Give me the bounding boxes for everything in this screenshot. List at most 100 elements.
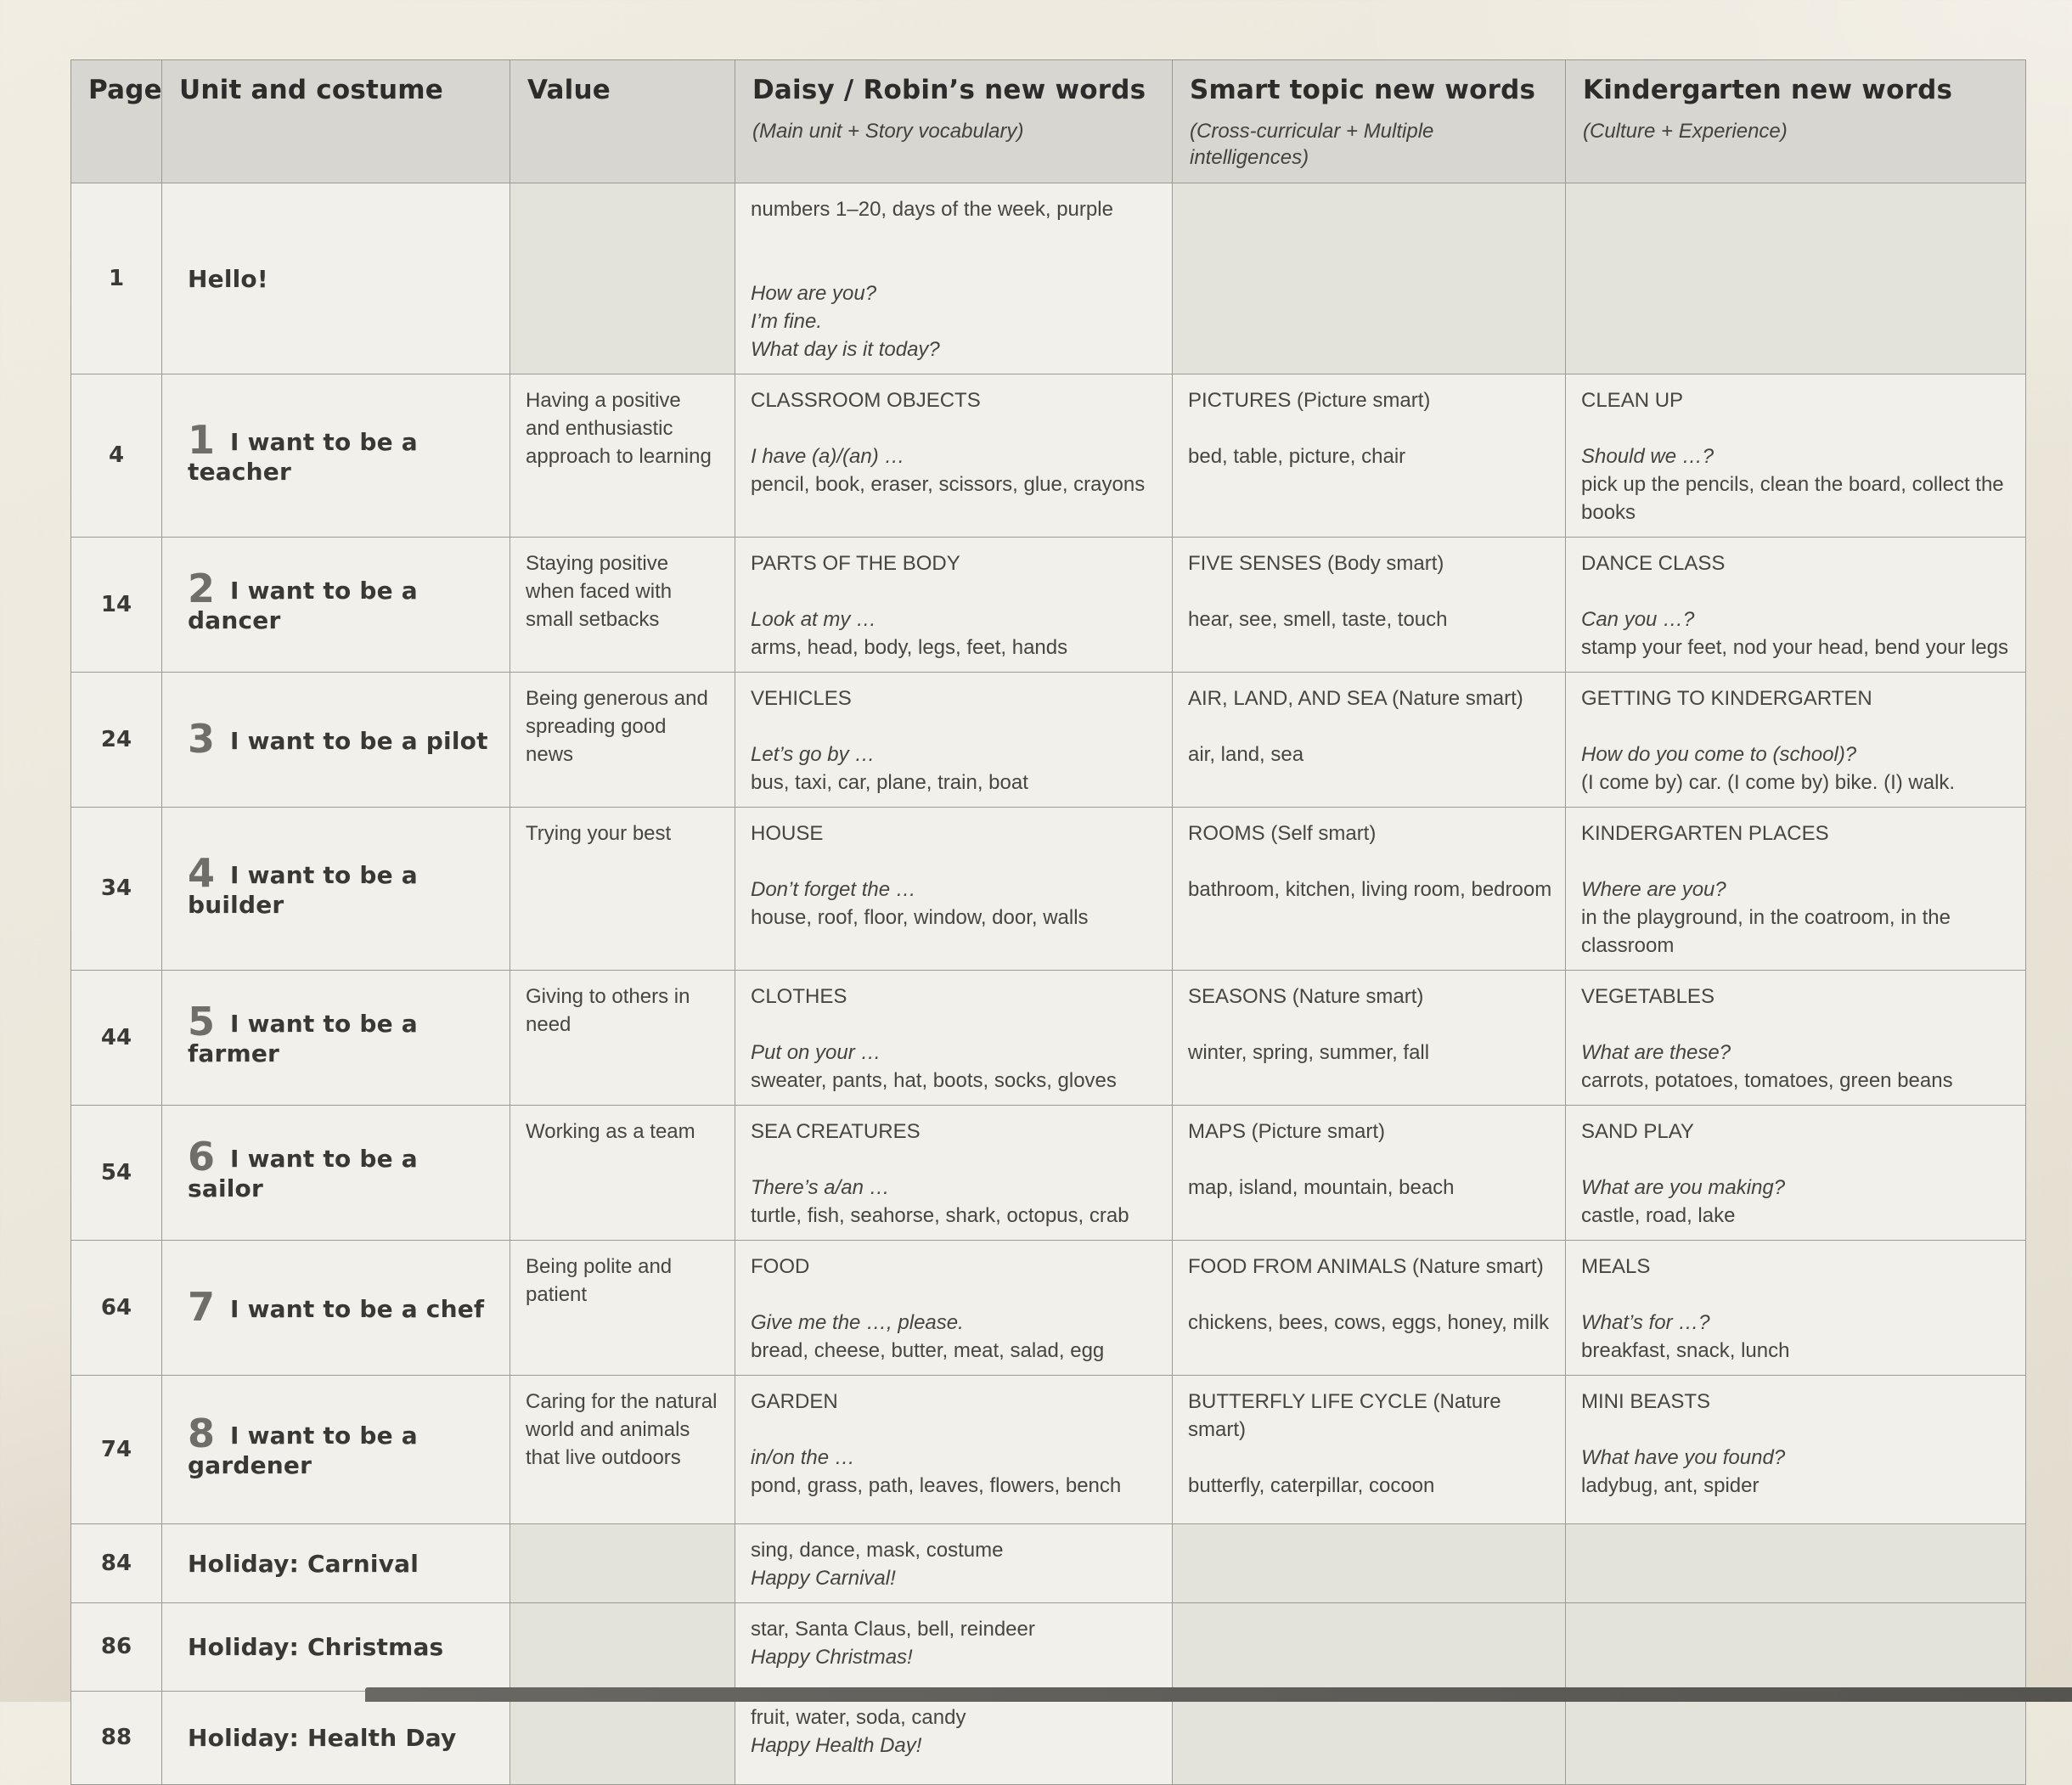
unit-title: I want to be a chef	[230, 1294, 485, 1323]
value-cell: Having a positive and enthusiastic appro…	[510, 374, 735, 538]
text-line	[1581, 414, 2015, 442]
column-label: Smart topic new words	[1190, 75, 1536, 105]
text-line	[1188, 1444, 1555, 1472]
text-line: Let’s go by …	[751, 743, 876, 767]
text-line: CLOTHES	[751, 985, 847, 1009]
unit-title: I want to be a sailor	[188, 1145, 418, 1203]
page-cell: 44	[70, 970, 162, 1106]
smart-topic-cell: BUTTERFLY LIFE CYCLE (Nature smart) butte…	[1172, 1375, 1566, 1525]
text-line	[1188, 1011, 1555, 1039]
text-line	[751, 712, 1162, 740]
unit-title: I want to be a dancer	[188, 577, 418, 635]
text-line: house, roof, floor, window, door, walls	[751, 906, 1089, 930]
page-cell: 86	[70, 1602, 162, 1692]
text-line	[751, 223, 1162, 251]
text-line	[751, 1146, 1162, 1174]
table-body: 1 Hello! numbers 1–20, days of the week, p…	[70, 183, 2026, 1785]
smart-topic-cell: FIVE SENSES (Body smart) hear, see, smell…	[1172, 537, 1566, 673]
text-line: stamp your feet, nod your head, bend you…	[1581, 636, 2008, 660]
page-cell: 84	[70, 1523, 162, 1604]
kindergarten-cell: MEALS What’s for …? breakfast, snack, lunc…	[1565, 1240, 2026, 1377]
text-line	[1581, 1416, 2015, 1444]
unit-title: I want to be a farmer	[188, 1010, 418, 1068]
column-header-daisy-robins-new-words: Daisy / Robin’s new words (Main unit + S…	[735, 59, 1173, 184]
kindergarten-cell	[1565, 1523, 2026, 1604]
value-cell	[510, 183, 735, 375]
text-line: castle, road, lake	[1581, 1204, 1736, 1228]
text-line: MAPS (Picture smart)	[1188, 1120, 1386, 1144]
text-line: breakfast, snack, lunch	[1581, 1339, 1790, 1363]
column-header-page: Page	[70, 59, 162, 184]
text-line: GARDEN	[751, 1390, 838, 1414]
table-row: 24 3 I want to be a pilot Being generous an…	[70, 672, 2026, 808]
text-line	[751, 414, 1162, 442]
text-line	[1188, 414, 1555, 442]
text-line	[1581, 712, 2015, 740]
page-cell: 54	[70, 1105, 162, 1242]
column-header-kindergarten-new-words: Kindergarten new words (Culture + Experi…	[1565, 59, 2026, 184]
smart-topic-cell: AIR, LAND, AND SEA (Nature smart) air, la…	[1172, 672, 1566, 808]
text-line: bed, table, picture, chair	[1188, 445, 1406, 469]
text-line	[1581, 1146, 2015, 1174]
text-line: chickens, bees, cows, eggs, honey, milk	[1188, 1311, 1550, 1335]
text-line: turtle, fish, seahorse, shark, octopus, …	[751, 1204, 1129, 1228]
unit-title: Holiday: Carnival	[188, 1549, 419, 1578]
text-line: sweater, pants, hat, boots, socks, glove…	[751, 1069, 1117, 1093]
unit-cell: 7 I want to be a chef	[161, 1240, 510, 1377]
unit-number: 4	[188, 849, 216, 896]
text-line: arms, head, body, legs, feet, hands	[751, 636, 1068, 660]
kindergarten-cell	[1565, 1602, 2026, 1692]
page-number: 74	[100, 1436, 132, 1462]
kindergarten-cell: KINDERGARTEN PLACES Where are you? in the …	[1565, 807, 2026, 971]
text-line: What are you making?	[1581, 1176, 1786, 1200]
unit-cell: Holiday: Health Day	[161, 1691, 510, 1785]
kindergarten-cell	[1565, 183, 2026, 375]
text-line: SEA CREATURES	[751, 1120, 921, 1144]
text-line: bathroom, kitchen, living room, bedroom	[1188, 878, 1552, 902]
text-line: sing, dance, mask, costume	[751, 1539, 1004, 1563]
text-line: Look at my …	[751, 608, 877, 632]
value-cell	[510, 1523, 735, 1604]
text-line: ladybug, ant, spider	[1581, 1474, 1760, 1498]
text-line: Happy Christmas!	[751, 1646, 913, 1670]
smart-topic-cell	[1172, 1691, 1566, 1785]
text-line: There’s a/an …	[751, 1176, 890, 1200]
kindergarten-cell: SAND PLAY What are you making? castle, roa…	[1565, 1105, 2026, 1242]
text-line: AIR, LAND, AND SEA (Nature smart)	[1188, 687, 1523, 711]
text-line: Caring for the natural world and animals…	[526, 1390, 718, 1470]
text-line: in/on the …	[751, 1446, 855, 1470]
text-line: What’s for …?	[1581, 1311, 1710, 1335]
text-line: MINI BEASTS	[1581, 1390, 1711, 1414]
daisy-words-cell: VEHICLES Let’s go by … bus, taxi, car, pla…	[735, 672, 1173, 808]
text-line: winter, spring, summer, fall	[1188, 1041, 1430, 1065]
table-row: 64 7 I want to be a chef Being polite and p…	[70, 1240, 2026, 1377]
daisy-words-cell: PARTS OF THE BODY Look at my … arms, head,…	[735, 537, 1173, 673]
unit-cell: 3 I want to be a pilot	[161, 672, 510, 808]
text-line	[751, 577, 1162, 605]
page-number: 34	[100, 876, 132, 902]
scope-and-sequence-page: Page Unit and costume Value Daisy / Robi…	[70, 59, 2026, 1785]
page-number: 1	[108, 265, 125, 291]
unit-title: I want to be a pilot	[230, 726, 488, 755]
unit-number: 1	[188, 416, 216, 463]
text-line: GETTING TO KINDERGARTEN	[1581, 687, 1872, 711]
text-line: Don’t forget the …	[751, 878, 916, 902]
unit-title: I want to be a teacher	[188, 427, 418, 486]
text-line: Where are you?	[1581, 878, 1726, 902]
text-line: How do you come to (school)?	[1581, 743, 1857, 767]
unit-title: I want to be a builder	[188, 860, 418, 919]
text-line: Put on your …	[751, 1041, 881, 1065]
text-line: Should we …?	[1581, 445, 1714, 469]
text-line: Happy Carnival!	[751, 1567, 896, 1591]
kindergarten-cell: MINI BEASTS What have you found? ladybug, …	[1565, 1375, 2026, 1525]
text-line: Having a positive and enthusiastic appro…	[526, 389, 712, 469]
text-line: carrots, potatoes, tomatoes, green beans	[1581, 1069, 1953, 1093]
text-line	[751, 251, 1162, 279]
text-line	[1581, 577, 2015, 605]
text-line: Giving to others in need	[526, 985, 690, 1037]
page-cell: 14	[70, 537, 162, 673]
text-line: SEASONS (Nature smart)	[1188, 985, 1424, 1009]
text-line	[751, 1416, 1162, 1444]
